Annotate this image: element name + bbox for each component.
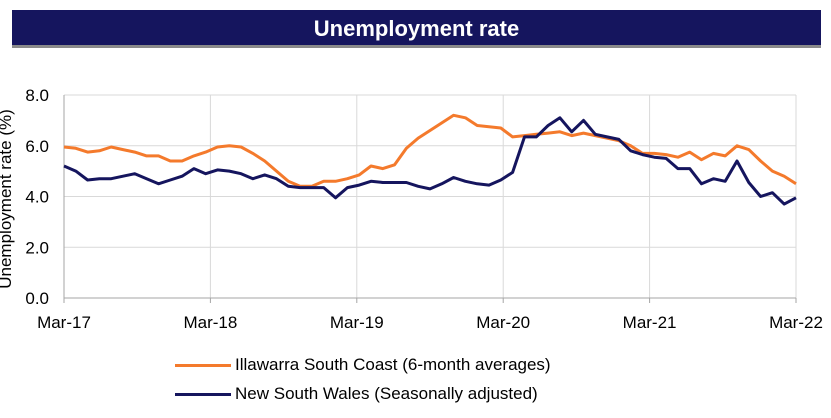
legend-item-nsw: New South Wales (Seasonally adjusted) (175, 384, 538, 404)
legend-swatch-nsw (175, 393, 231, 397)
legend-label-illawarra: Illawarra South Coast (6-month averages) (235, 355, 551, 374)
legend-item-illawarra: Illawarra South Coast (6-month averages) (175, 355, 551, 375)
y-axis-label: Unemployment rate (%) (0, 109, 15, 289)
y-tick-label: 2.0 (25, 238, 49, 257)
legend-label-nsw: New South Wales (Seasonally adjusted) (235, 384, 538, 403)
axes (63, 95, 797, 303)
y-tick-label: 6.0 (25, 137, 49, 156)
tick-labels: 0.0 2.0 4.0 6.0 8.0 Mar-17 Mar-18 Mar-19 Mar-20 M… (25, 86, 823, 332)
y-tick-label: 0.0 (25, 289, 49, 308)
chart-title: Unemployment rate (12, 10, 821, 48)
x-tick-label: Mar-21 (623, 313, 677, 332)
series-line-0 (63, 113, 797, 188)
grid-lines (64, 94, 797, 298)
legend-swatch-illawarra (175, 364, 231, 368)
y-tick-label: 4.0 (25, 188, 49, 207)
x-tick-label: Mar-22 (769, 313, 823, 332)
x-tick-label: Mar-17 (37, 313, 91, 332)
series-lines (63, 113, 797, 206)
x-tick-label: Mar-20 (476, 313, 530, 332)
y-tick-label: 8.0 (25, 86, 49, 105)
x-tick-label: Mar-19 (330, 313, 384, 332)
x-tick-label: Mar-18 (183, 313, 237, 332)
series-line-1 (63, 116, 797, 206)
